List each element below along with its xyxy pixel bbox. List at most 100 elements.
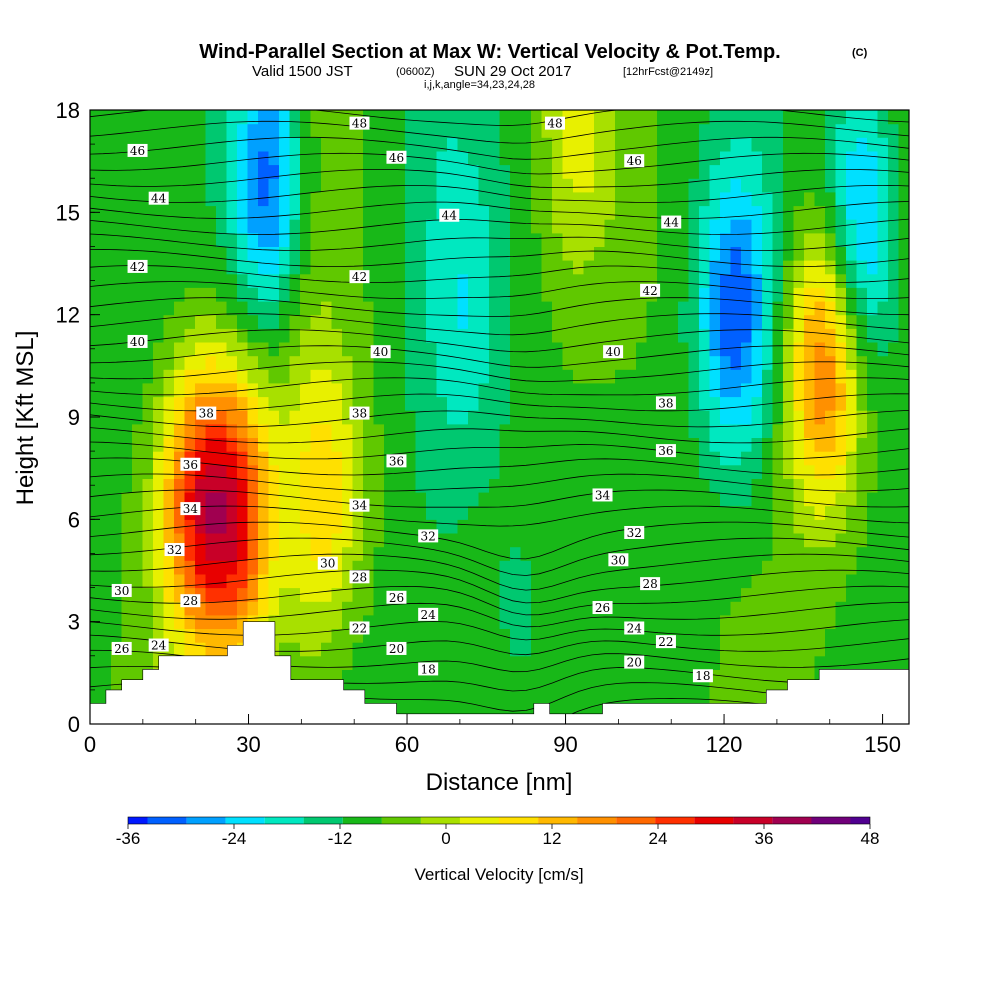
velocity-cell (657, 123, 669, 138)
velocity-cell (573, 669, 585, 684)
velocity-cell (720, 546, 732, 561)
velocity-cell (793, 382, 805, 398)
velocity-cell (856, 287, 868, 302)
velocity-cell (163, 410, 175, 425)
velocity-cell (856, 246, 868, 261)
velocity-cell (741, 164, 753, 179)
velocity-cell (793, 505, 805, 520)
velocity-cell (100, 655, 112, 670)
velocity-cell (310, 137, 322, 152)
velocity-cell (499, 410, 511, 425)
velocity-cell (216, 492, 228, 507)
velocity-cell (615, 683, 627, 698)
velocity-cell (856, 205, 868, 220)
isentrope-line (90, 601, 909, 628)
velocity-cell (772, 423, 784, 438)
velocity-cell (741, 314, 753, 329)
velocity-cell (489, 505, 501, 520)
velocity-cell (615, 560, 627, 575)
velocity-cell (615, 451, 627, 466)
velocity-cell (121, 669, 133, 684)
velocity-cell (237, 273, 249, 288)
velocity-cell (184, 164, 196, 179)
isentrope-label-text: 46 (627, 154, 642, 168)
velocity-cell (468, 573, 480, 589)
velocity-cell (625, 382, 637, 398)
velocity-cell (363, 191, 375, 207)
velocity-cell (657, 246, 669, 261)
velocity-cell (342, 505, 354, 520)
velocity-cell (751, 137, 763, 152)
velocity-cell (216, 628, 228, 643)
velocity-cell (405, 123, 417, 138)
velocity-cell (142, 587, 154, 602)
velocity-cell (468, 587, 480, 602)
velocity-cell (258, 478, 270, 493)
velocity-cell (478, 191, 490, 207)
velocity-cell (699, 423, 711, 438)
velocity-cell (436, 423, 448, 438)
velocity-cell (604, 464, 616, 479)
velocity-cell (835, 519, 847, 534)
velocity-cell (762, 628, 774, 643)
velocity-cell (342, 464, 354, 479)
velocity-cell (415, 137, 427, 152)
velocity-cell (583, 655, 595, 670)
velocity-cell (289, 123, 301, 138)
velocity-cell (793, 355, 805, 370)
velocity-cell (447, 560, 459, 575)
velocity-cell (888, 205, 900, 220)
velocity-cell (499, 273, 511, 288)
velocity-cell (730, 546, 742, 561)
velocity-cell (720, 655, 732, 670)
velocity-cell (762, 219, 774, 234)
isentrope-label: 24 (148, 638, 169, 653)
velocity-cell (405, 191, 417, 207)
isentrope-label: 18 (692, 669, 713, 683)
velocity-cell (100, 669, 112, 684)
velocity-cell (321, 655, 333, 670)
velocity-cell (856, 505, 868, 520)
forecast-label: [12hrFcst@2149z] (623, 66, 713, 78)
velocity-cell (615, 601, 627, 616)
velocity-cell (898, 628, 909, 643)
velocity-cell (174, 123, 186, 138)
velocity-cell (562, 410, 574, 425)
velocity-cell (174, 396, 186, 411)
velocity-cell (573, 110, 585, 125)
velocity-cell (783, 150, 795, 166)
isentrope-label-bg (655, 396, 676, 410)
velocity-cell (625, 642, 637, 657)
isentrope-line (90, 110, 909, 126)
velocity-cell (436, 342, 448, 357)
velocity-cell (405, 478, 417, 493)
velocity-cell (772, 669, 784, 684)
velocity-cell (814, 246, 826, 261)
velocity-cell (520, 123, 532, 138)
velocity-cell (121, 191, 133, 207)
velocity-cell (415, 396, 427, 411)
velocity-cell (384, 137, 396, 152)
velocity-cell (394, 478, 406, 493)
velocity-cell (153, 110, 165, 125)
valid-label: Valid 1500 JST (252, 63, 353, 80)
velocity-cell (205, 382, 217, 398)
velocity-cell (615, 137, 627, 152)
velocity-cell (646, 478, 658, 493)
velocity-cell (163, 246, 175, 261)
velocity-cell (720, 287, 732, 302)
velocity-cell (352, 587, 364, 602)
velocity-cell (562, 696, 574, 711)
velocity-cell (163, 587, 175, 602)
velocity-cell (342, 587, 354, 602)
velocity-cell (174, 150, 186, 166)
velocity-cell (174, 191, 186, 207)
velocity-cell (562, 369, 574, 384)
velocity-cell (205, 219, 217, 234)
velocity-cell (289, 573, 301, 589)
velocity-cell (636, 342, 648, 357)
velocity-cell (300, 587, 312, 602)
velocity-cell (636, 178, 648, 193)
x-axis: 0 30 60 90 120 150 (84, 714, 901, 757)
velocity-cell (195, 205, 207, 220)
